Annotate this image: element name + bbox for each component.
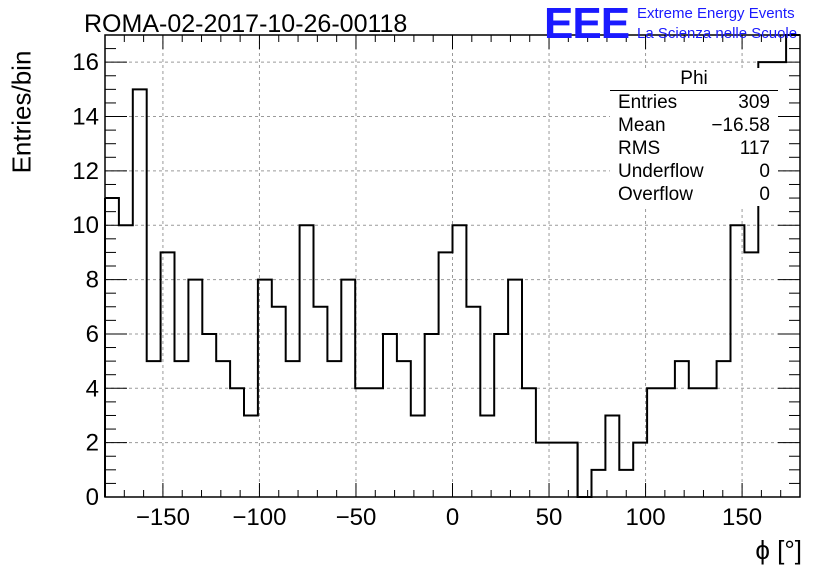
x-tick-label: 100 [626,504,666,531]
y-tick-label: 6 [86,321,99,348]
histogram-bin [439,252,453,497]
histogram-bin [744,252,758,497]
histogram-bin [675,361,689,497]
histogram-bin [550,443,564,497]
y-tick-label: 16 [72,49,99,76]
y-tick-label: 10 [72,212,99,239]
histogram-bin [466,307,480,497]
histogram-bin [564,443,578,497]
x-tick-label: −100 [232,504,286,531]
stats-row-overflow: Overflow 0 [610,183,778,206]
stats-label: Entries [618,92,678,113]
histogram-bin [703,388,717,497]
x-tick-label: 50 [536,504,563,531]
histogram-bin [661,388,675,497]
stats-label: Overflow [618,184,693,205]
histogram-bin [522,388,536,497]
y-axis-title: Entries/bin [6,50,37,174]
stats-box: Phi Entries 309 Mean −16.58 RMS 117 Unde… [610,68,778,206]
chart-title: ROMA-02-2017-10-26-00118 [84,10,408,38]
histogram-outline [105,34,800,498]
histogram-bin [202,334,216,497]
histogram-bin [175,361,189,497]
histogram-bin [272,307,286,497]
grid-lines [105,35,800,498]
logo-line-1: Extreme Energy Events [637,5,795,22]
histogram-bin [453,225,467,497]
y-tick-label: 14 [72,104,99,131]
x-tick-label: −50 [336,504,377,531]
y-tick-label: 4 [86,375,99,402]
histogram-bin [508,280,522,497]
histogram-bin [161,252,175,497]
axes: 0 2 4 6 8 10 12 14 16 −150 −100 −50 0 50 100 150 [72,34,801,531]
histogram-bin [244,415,258,497]
histogram-bin [592,470,606,497]
stats-title: Phi [610,68,778,91]
histogram-bin [119,225,133,497]
histogram-bin [480,415,494,497]
histogram-bin [731,225,745,497]
stats-value: 0 [759,184,770,205]
x-tick-label: −150 [136,504,190,531]
histogram-bin [647,388,661,497]
stats-label: Underflow [618,161,704,182]
x-axis-title: ϕ [°] [755,535,802,565]
histogram-bin [216,361,230,497]
stats-row-entries: Entries 309 [610,91,778,114]
stats-value: 309 [738,92,770,113]
histogram-bin [717,361,731,497]
histogram-bin [133,89,147,497]
histogram-bin [425,334,439,497]
stats-label: Mean [618,115,666,136]
stats-value: −16.58 [711,115,770,136]
histogram-bin [188,280,202,497]
y-tick-label: 0 [86,484,99,511]
x-tick-label: 150 [722,504,762,531]
y-tick-label: 8 [86,267,99,294]
histogram-bin [314,307,328,497]
histogram-bin [327,361,341,497]
histogram-bin [300,225,314,497]
stats-row-underflow: Underflow 0 [610,160,778,183]
stats-row-rms: RMS 117 [610,137,778,160]
stats-label: RMS [618,138,661,159]
y-tick-label: 2 [86,430,99,457]
histogram-bin [536,443,550,497]
histogram-bin [494,334,508,497]
histogram-bin [286,361,300,497]
x-tick-label: 0 [446,504,459,531]
logo-line-2: La Scienza nelle Scuole [637,25,798,42]
histogram-bin [258,280,272,497]
histogram-bin [605,415,619,497]
histogram-bin [341,280,355,497]
histogram-bin [230,388,244,497]
stats-value: 117 [739,138,770,159]
stats-value: 0 [759,161,770,182]
histogram-bin [369,388,383,497]
histogram-bin [689,388,703,497]
histogram-bin [633,443,647,497]
eee-logo: EEE [544,0,630,48]
histogram-bin [383,334,397,497]
histogram-bin [411,415,425,497]
histogram-bin [355,388,369,497]
stats-row-mean: Mean −16.58 [610,114,778,137]
y-tick-label: 12 [72,158,99,185]
histogram-bin [147,361,161,497]
histogram-bin [397,361,411,497]
